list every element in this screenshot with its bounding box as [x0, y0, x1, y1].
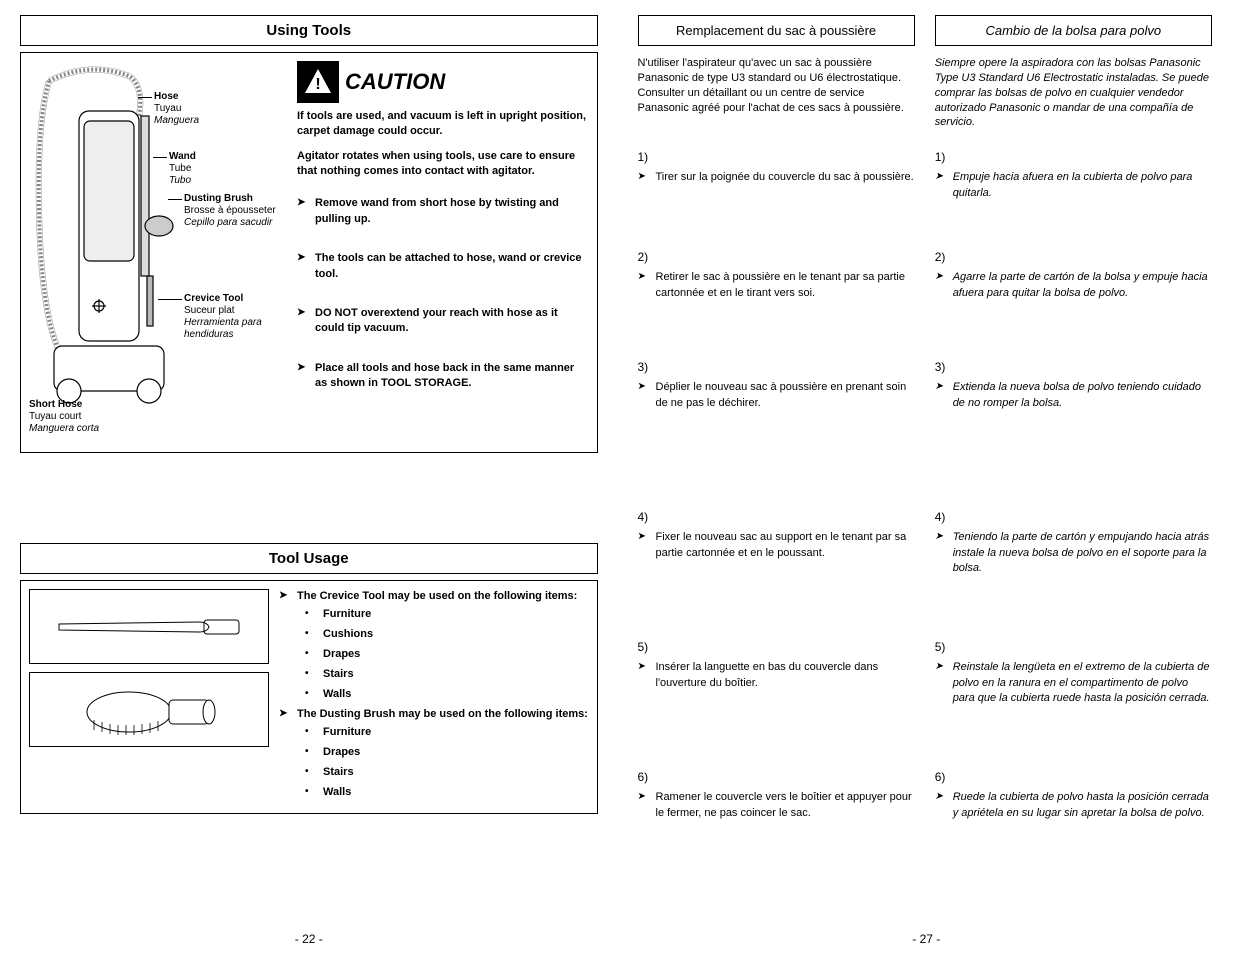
fr-step6-num: 6)	[638, 770, 915, 784]
es-column: 1) Empuje hacia afuera en la cubierta de…	[935, 150, 1212, 860]
label-crevice-fr: Suceur plat	[184, 305, 289, 317]
es-intro: Siempre opere la aspiradora con las bols…	[935, 56, 1212, 130]
right-page-number: - 27 -	[618, 932, 1235, 946]
label-shorthose-fr: Tuyau court	[29, 411, 99, 423]
dusting-item-3: Stairs	[305, 765, 589, 781]
fr-step4: Fixer le nouveau sac au support en le te…	[638, 530, 915, 561]
crevice-item-5: Walls	[305, 687, 589, 703]
label-wand-es: Tubo	[169, 175, 196, 187]
tool-usage-title: Tool Usage	[20, 543, 598, 574]
label-crevice-en: Crevice Tool	[184, 293, 289, 305]
caution-word: CAUTION	[345, 69, 445, 95]
bullet-3: DO NOT overextend your reach with hose a…	[297, 306, 589, 337]
es-step5: Reinstale la lengüeta en el extremo de l…	[935, 660, 1212, 706]
es-step1-num: 1)	[935, 150, 1212, 164]
label-crevice-es: Herramienta para hendiduras	[184, 317, 289, 341]
crevice-item-2: Cushions	[305, 627, 589, 643]
label-shorthose-en: Short Hose	[29, 399, 99, 411]
left-page-number: - 22 -	[0, 932, 618, 946]
fr-intro: N'utiliser l'aspirateur qu'avec un sac à…	[638, 56, 915, 115]
fr-step3-num: 3)	[638, 360, 915, 374]
label-hose-es: Manguera	[154, 115, 199, 127]
es-step4: Teniendo la parte de cartón y empujando …	[935, 530, 1212, 576]
fr-step6: Ramener le couvercle vers le boîtier et …	[638, 790, 915, 821]
label-dusting-es: Cepillo para sacudir	[184, 217, 276, 229]
dusting-item-1: Furniture	[305, 725, 589, 741]
vacuum-diagram: Hose Tuyau Manguera Wand Tube Tubo Dusti…	[29, 61, 289, 444]
tool-usage-section: Tool Usage	[20, 543, 598, 814]
crevice-tool-image	[29, 589, 269, 664]
fr-step1: Tirer sur la poignée du couvercle du sac…	[638, 170, 915, 185]
es-step2: Agarre la parte de cartón de la bolsa y …	[935, 270, 1212, 301]
caution-para-2: Agitator rotates when using tools, use c…	[297, 149, 589, 179]
crevice-item-4: Stairs	[305, 667, 589, 683]
tool-images	[29, 589, 269, 805]
bullet-2: The tools can be attached to hose, wand …	[297, 251, 589, 282]
es-step6-num: 6)	[935, 770, 1212, 784]
dusting-item-4: Walls	[305, 785, 589, 801]
tool-usage-body: The Crevice Tool may be used on the foll…	[20, 580, 598, 814]
es-step4-num: 4)	[935, 510, 1212, 524]
fr-step4-num: 4)	[638, 510, 915, 524]
crevice-item-3: Drapes	[305, 647, 589, 663]
page-container: Using Tools	[0, 0, 1235, 954]
label-hose-fr: Tuyau	[154, 103, 199, 115]
crevice-item-1: Furniture	[305, 607, 589, 623]
using-tools-title: Using Tools	[20, 15, 598, 46]
dusting-items: Furniture Drapes Stairs Walls	[305, 725, 589, 801]
fr-step2-num: 2)	[638, 250, 915, 264]
label-hose-en: Hose	[154, 91, 199, 103]
right-headers: Remplacement du sac à poussière N'utilis…	[638, 15, 1216, 142]
right-columns: 1) Tirer sur la poignée du couvercle du …	[638, 150, 1216, 860]
crevice-items: Furniture Cushions Drapes Stairs Walls	[305, 607, 589, 703]
es-step1: Empuje hacia afuera en la cubierta de po…	[935, 170, 1212, 201]
fr-column: 1) Tirer sur la poignée du couvercle du …	[638, 150, 915, 860]
es-step3: Extienda la nueva bolsa de polvo teniend…	[935, 380, 1212, 411]
label-dusting-en: Dusting Brush	[184, 193, 276, 205]
bullet-4: Place all tools and hose back in the sam…	[297, 361, 589, 392]
label-wand-fr: Tube	[169, 163, 196, 175]
svg-text:!: !	[315, 76, 320, 93]
label-wand-en: Wand	[169, 151, 196, 163]
tool-usage-text: The Crevice Tool may be used on the foll…	[279, 589, 589, 805]
label-shorthose-es: Manguera corta	[29, 423, 99, 435]
dusting-brush-image	[29, 672, 269, 747]
es-step5-num: 5)	[935, 640, 1212, 654]
fr-step5-num: 5)	[638, 640, 915, 654]
fr-title: Remplacement du sac à poussière	[638, 15, 915, 46]
es-title: Cambio de la bolsa para polvo	[935, 15, 1212, 46]
dusting-intro: The Dusting Brush may be used on the fol…	[279, 707, 589, 801]
es-step3-num: 3)	[935, 360, 1212, 374]
warning-icon: !	[297, 61, 339, 103]
crevice-intro-text: The Crevice Tool may be used on the foll…	[297, 590, 577, 602]
es-step6: Ruede la cubierta de polvo hasta la posi…	[935, 790, 1212, 821]
caution-para-1: If tools are used, and vacuum is left in…	[297, 109, 589, 139]
fr-step5: Insérer la languette en bas du couvercle…	[638, 660, 915, 691]
dusting-item-2: Drapes	[305, 745, 589, 761]
bullet-1: Remove wand from short hose by twisting …	[297, 196, 589, 227]
caution-header: ! CAUTION	[297, 61, 589, 103]
using-tools-box: Hose Tuyau Manguera Wand Tube Tubo Dusti…	[20, 52, 598, 453]
right-page: Remplacement du sac à poussière N'utilis…	[618, 0, 1235, 954]
left-page: Using Tools	[0, 0, 618, 954]
caution-text: If tools are used, and vacuum is left in…	[297, 109, 589, 178]
es-step2-num: 2)	[935, 250, 1212, 264]
caution-area: ! CAUTION If tools are used, and vacuum …	[297, 61, 589, 444]
fr-step3: Déplier le nouveau sac à poussière en pr…	[638, 380, 915, 411]
dusting-intro-text: The Dusting Brush may be used on the fol…	[297, 708, 588, 720]
fr-step2: Retirer le sac à poussière en le tenant …	[638, 270, 915, 301]
crevice-intro: The Crevice Tool may be used on the foll…	[279, 589, 589, 703]
fr-step1-num: 1)	[638, 150, 915, 164]
label-dusting-fr: Brosse à épousseter	[184, 205, 276, 217]
using-tools-bullets: Remove wand from short hose by twisting …	[297, 196, 589, 391]
